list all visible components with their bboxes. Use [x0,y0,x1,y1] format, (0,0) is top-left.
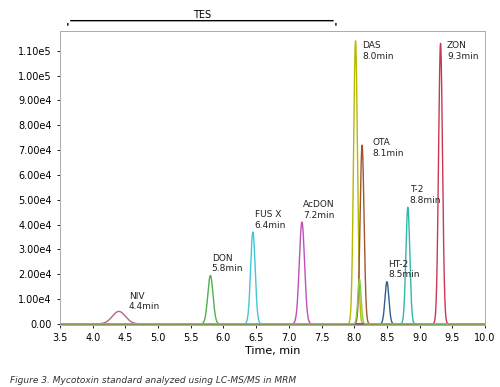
Text: FUS X
6.4min: FUS X 6.4min [255,210,286,229]
Text: TES: TES [193,10,211,20]
Text: DON
5.8min: DON 5.8min [212,253,243,273]
X-axis label: Time, min: Time, min [245,346,300,356]
Text: OTA
8.1min: OTA 8.1min [372,138,404,158]
Text: HT-2
8.5min: HT-2 8.5min [388,260,420,279]
Text: ZON
9.3min: ZON 9.3min [447,41,478,61]
Text: NIV
4.4min: NIV 4.4min [128,291,160,311]
Text: AcDON
7.2min: AcDON 7.2min [303,200,335,219]
Text: T-2
8.8min: T-2 8.8min [410,185,442,205]
Text: DAS
8.0min: DAS 8.0min [362,41,394,61]
Text: Figure 3. Mycotoxin standard analyzed using LC-MS/MS in MRM: Figure 3. Mycotoxin standard analyzed us… [10,376,296,385]
